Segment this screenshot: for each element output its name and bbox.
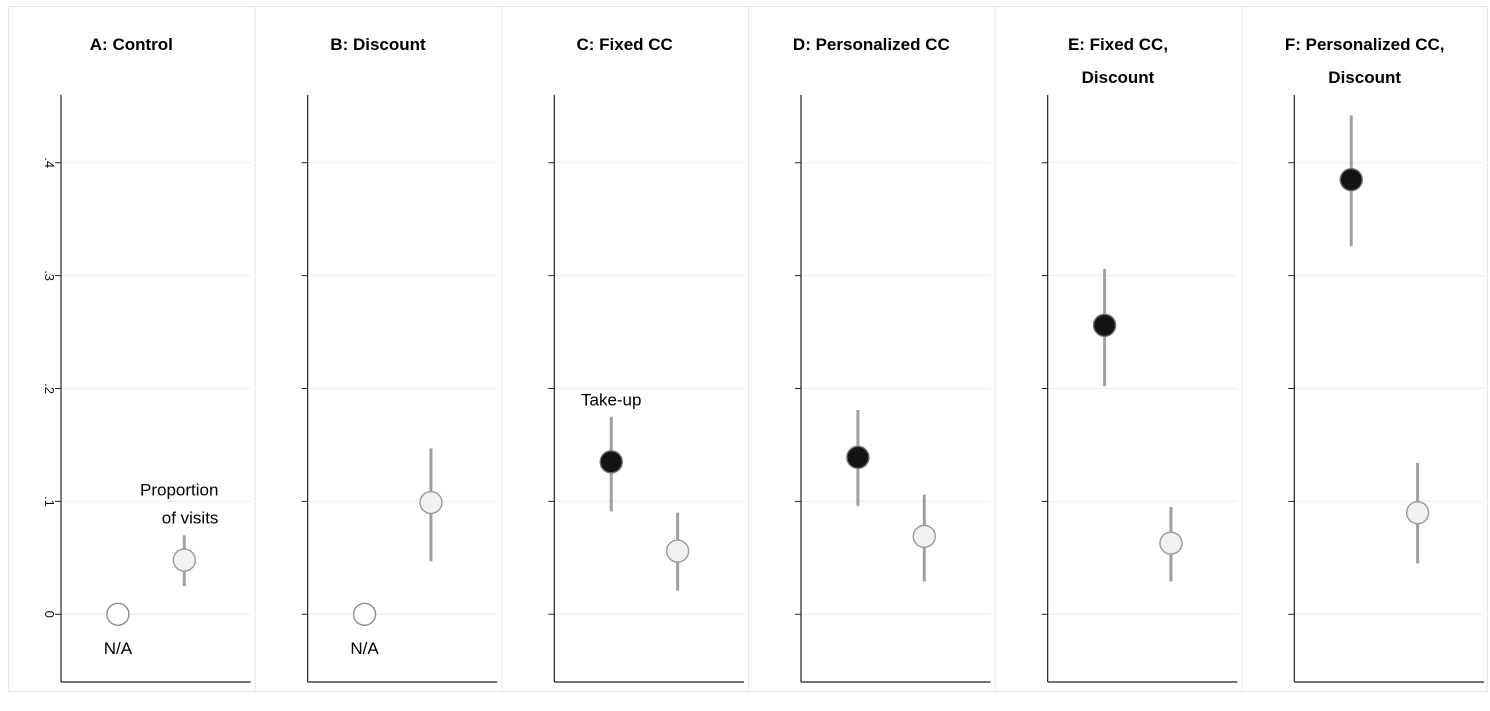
data-point [1339, 167, 1363, 192]
y-tick-label: 0 [42, 611, 57, 618]
annotation-label: Proportion [140, 481, 218, 500]
data-point [352, 602, 377, 626]
panel-title: A: Control [90, 35, 173, 54]
panel-a: 0 .1 .2 .3 .4 A: Control N/A Proportion of visit… [42, 35, 251, 683]
panel-title: D: Personalized CC [793, 35, 950, 54]
y-tick-label: .4 [42, 157, 57, 168]
data-point [1159, 531, 1183, 555]
panel-title: E: Fixed CC, [1068, 35, 1168, 54]
data-point [846, 445, 870, 470]
data-point [1405, 500, 1430, 525]
y-tick-label: .3 [42, 270, 57, 281]
data-point [172, 548, 196, 572]
panel-title: F: Personalized CC, [1285, 35, 1445, 54]
annotation-label: N/A [350, 639, 379, 658]
panel-e: E: Fixed CC, Discount [994, 6, 1238, 692]
data-point [599, 450, 623, 474]
panel-b: B: Discount N/A [254, 6, 498, 692]
annotation-label: N/A [104, 639, 133, 658]
data-point [1092, 313, 1117, 337]
annotation-label: of visits [162, 509, 219, 528]
panel-f: F: Personalized CC, Discount [1241, 6, 1484, 692]
panel-title: Discount [1082, 68, 1155, 87]
panel-title: C: Fixed CC [576, 35, 672, 54]
panel-title: Discount [1328, 68, 1401, 87]
data-point [665, 539, 690, 563]
panel-d: D: Personalized CC [748, 6, 991, 692]
data-point [106, 602, 130, 626]
data-point [419, 490, 443, 515]
panel-c: C: Fixed CC Take-up [501, 6, 744, 692]
annotation-label: Take-up [581, 390, 641, 409]
panel-title: B: Discount [330, 35, 426, 54]
y-tick-label: .2 [42, 383, 57, 394]
y-tick-label: .1 [42, 496, 57, 507]
data-point [912, 524, 936, 549]
